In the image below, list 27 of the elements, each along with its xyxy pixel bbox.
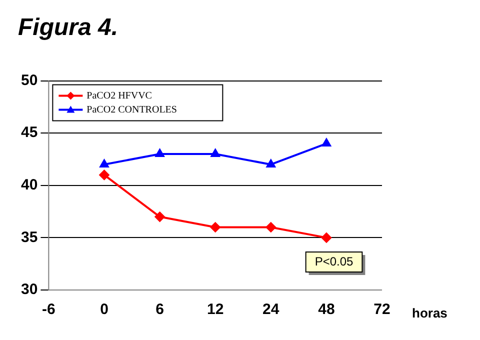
point: [266, 159, 276, 168]
x-tick-label: 12: [207, 301, 224, 318]
point: [210, 149, 220, 158]
point: [321, 232, 332, 243]
point: [322, 138, 331, 147]
x-tick-label: 48: [318, 301, 335, 318]
point: [154, 212, 165, 222]
point: [155, 149, 164, 158]
point: [210, 222, 220, 232]
point: [266, 222, 276, 232]
legend-label: PaCO2 CONTROLES: [86, 104, 177, 116]
y-tick-label: 45: [20, 124, 38, 142]
point: [100, 159, 109, 168]
y-tick-label: 40: [20, 176, 38, 194]
point: [99, 170, 110, 180]
x-tick-label: -6: [42, 301, 56, 318]
x-tick-label: 0: [100, 301, 108, 318]
y-tick-label: 35: [20, 228, 38, 246]
y-tick-label: 50: [20, 72, 38, 89]
x-axis-title: horas: [412, 306, 448, 321]
x-tick-label: 6: [156, 301, 164, 318]
x-tick-label: 24: [262, 301, 280, 318]
legend-label: PaCO2 HFVVC: [86, 90, 152, 102]
x-tick-label: 72: [374, 301, 390, 318]
annotation: P<0.05: [314, 254, 354, 268]
chart-title: Figura 4.: [18, 14, 118, 42]
y-tick-label: 30: [20, 281, 38, 298]
